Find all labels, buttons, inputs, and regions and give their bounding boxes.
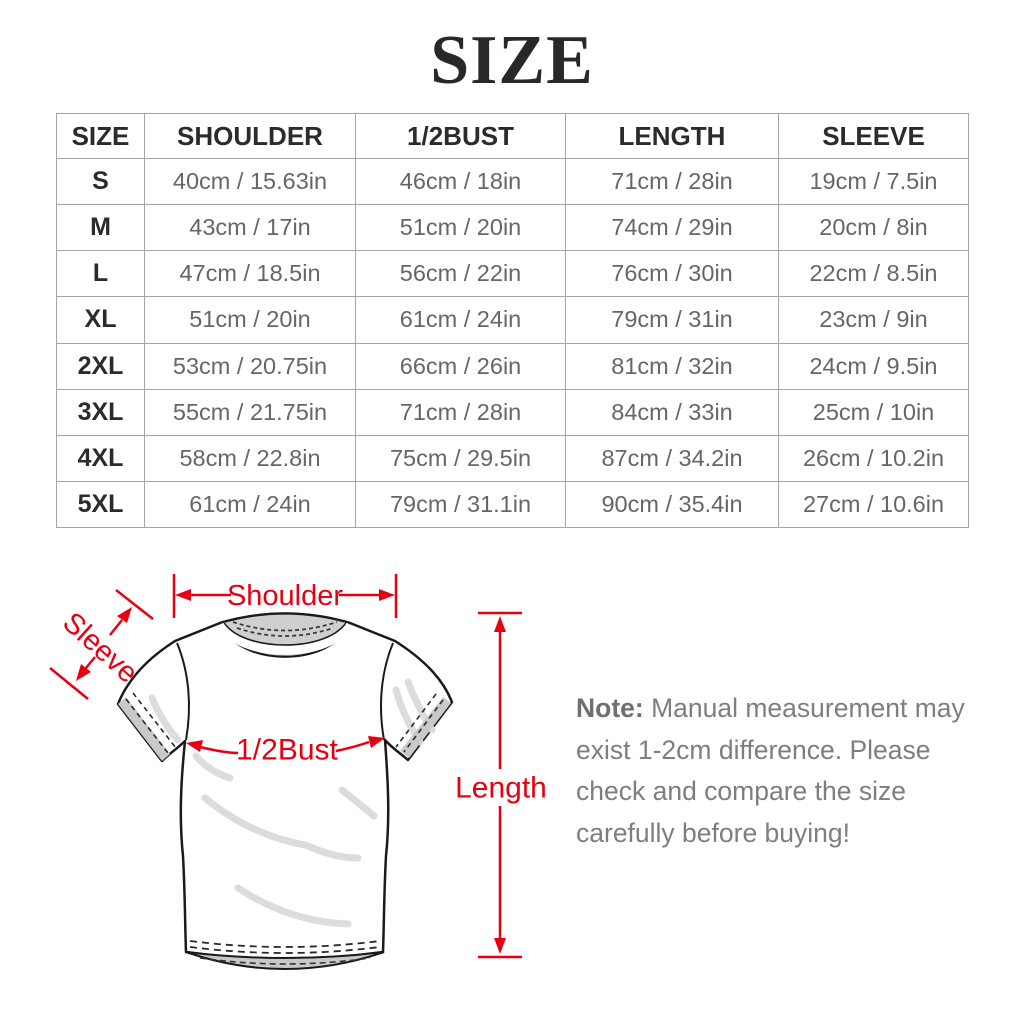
sleeve-cell: 19cm / 7.5in (778, 157, 969, 206)
bottom-hem (185, 940, 385, 970)
shoulder-cell: 47cm / 18.5in (144, 250, 356, 298)
note-text: Manual measurement may exist 1-2cm diffe… (576, 693, 965, 848)
right-sleeve-seam (380, 642, 394, 741)
sleeve-cell: 23cm / 9in (778, 296, 969, 344)
length-cell: 90cm / 35.4in (565, 480, 779, 529)
shoulder-cell: 40cm / 15.63in (144, 157, 356, 206)
table-row: L 47cm / 18.5in 56cm / 22in 76cm / 30in … (56, 250, 969, 298)
note-label: Note: (576, 693, 644, 723)
length-arrow: Length (455, 611, 547, 959)
table-row: XL 51cm / 20in 61cm / 24in 79cm / 31in 2… (56, 296, 969, 344)
shoulder-cell: 43cm / 17in (144, 204, 356, 252)
sleeve-cell: 25cm / 10in (778, 388, 969, 436)
bust-cell: 51cm / 20in (355, 204, 566, 252)
size-cell: XL (56, 296, 145, 344)
table-row: 3XL 55cm / 21.75in 71cm / 28in 84cm / 33… (56, 388, 969, 436)
sleeve-cell: 26cm / 10.2in (778, 434, 969, 482)
col-header-sleeve: SLEEVE (778, 113, 969, 159)
size-cell: 4XL (56, 434, 145, 482)
length-cell: 74cm / 29in (565, 204, 779, 252)
table-row: M 43cm / 17in 51cm / 20in 74cm / 29in 20… (56, 204, 969, 252)
table-row: 5XL 61cm / 24in 79cm / 31.1in 90cm / 35.… (56, 480, 969, 529)
length-cell: 71cm / 28in (565, 157, 779, 206)
tshirt-illustration (116, 612, 454, 970)
size-cell: 2XL (56, 342, 145, 390)
table-row: 4XL 58cm / 22.8in 75cm / 29.5in 87cm / 3… (56, 434, 969, 482)
length-cell: 87cm / 34.2in (565, 434, 779, 482)
sleeve-cell: 22cm / 8.5in (778, 250, 969, 298)
length-label: Length (455, 772, 547, 805)
size-cell: S (56, 157, 145, 206)
shoulder-cell: 61cm / 24in (144, 480, 356, 529)
length-cell: 79cm / 31in (565, 296, 779, 344)
page-title: SIZE (430, 22, 594, 99)
length-cell: 84cm / 33in (565, 388, 779, 436)
bust-label: 1/2Bust (236, 734, 338, 767)
right-cuff (395, 693, 451, 758)
tshirt-body (116, 612, 454, 961)
sleeve-label: Sleeve (56, 606, 143, 689)
bust-cell: 61cm / 24in (355, 296, 566, 344)
left-cuff (118, 692, 177, 761)
wrinkle-lines (148, 678, 436, 928)
col-header-length: LENGTH (565, 113, 779, 159)
size-cell: 3XL (56, 388, 145, 436)
tshirt-measurement-diagram: Shoulder Sleeve 1/2Bust (49, 574, 547, 970)
table-row: S 40cm / 15.63in 46cm / 18in 71cm / 28in… (56, 157, 969, 206)
shoulder-cell: 53cm / 20.75in (144, 342, 356, 390)
table-header-row: SIZE SHOULDER 1/2BUST LENGTH SLEEVE (56, 113, 969, 159)
col-header-size: SIZE (56, 113, 145, 159)
bust-cell: 66cm / 26in (355, 342, 566, 390)
col-header-shoulder: SHOULDER (144, 113, 356, 159)
size-cell: 5XL (56, 480, 145, 529)
size-table: SIZE SHOULDER 1/2BUST LENGTH SLEEVE S 40… (56, 113, 969, 529)
bust-cell: 71cm / 28in (355, 388, 566, 436)
bust-cell: 79cm / 31.1in (355, 480, 566, 529)
col-header-bust: 1/2BUST (355, 113, 566, 159)
shoulder-arrow: Shoulder (172, 574, 398, 618)
shoulder-cell: 58cm / 22.8in (144, 434, 356, 482)
bust-arrow: 1/2Bust (186, 734, 385, 767)
sleeve-cell: 27cm / 10.6in (778, 480, 969, 529)
size-cell: M (56, 204, 145, 252)
bust-cell: 75cm / 29.5in (355, 434, 566, 482)
shoulder-label: Shoulder (227, 580, 343, 612)
shoulder-cell: 51cm / 20in (144, 296, 356, 344)
length-cell: 81cm / 32in (565, 342, 779, 390)
measurement-note: Note: Manual measurement may exist 1-2cm… (576, 688, 978, 854)
shoulder-cell: 55cm / 21.75in (144, 388, 356, 436)
sleeve-cell: 20cm / 8in (778, 204, 969, 252)
size-cell: L (56, 250, 145, 298)
sleeve-cell: 24cm / 9.5in (778, 342, 969, 390)
bust-cell: 56cm / 22in (355, 250, 566, 298)
bust-cell: 46cm / 18in (355, 157, 566, 206)
collar (217, 612, 353, 658)
length-cell: 76cm / 30in (565, 250, 779, 298)
table-row: 2XL 53cm / 20.75in 66cm / 26in 81cm / 32… (56, 342, 969, 390)
left-sleeve-seam (176, 642, 190, 741)
